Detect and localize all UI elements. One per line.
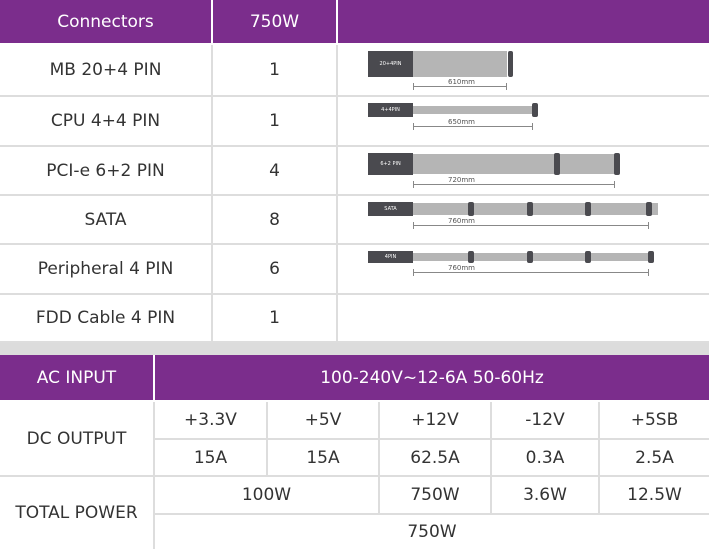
cable-connector <box>648 251 654 263</box>
connector-name: CPU 4+4 PIN <box>0 97 213 147</box>
cable-diagram-cell <box>338 147 709 196</box>
rail-voltage: +12V <box>380 402 492 440</box>
cable-diagram-cell <box>338 97 709 147</box>
length-dimension <box>413 269 649 276</box>
cable-wire <box>413 154 615 174</box>
dc-output-label: DC OUTPUT <box>0 402 155 477</box>
rail-current: 0.3A <box>492 440 600 477</box>
connector-name: SATA <box>0 196 213 245</box>
cable-connector <box>527 251 533 263</box>
rail-current: 15A <box>268 440 380 477</box>
cable-wire <box>413 51 507 77</box>
cable-length: 760mm <box>448 217 475 225</box>
ac-input-value: 100-240V~12-6A 50-60Hz <box>155 355 709 402</box>
rail-current: 2.5A <box>600 440 709 477</box>
cable-length: 760mm <box>448 264 475 272</box>
cable-connector <box>532 103 538 117</box>
connector-count: 4 <box>213 147 338 196</box>
cable-wire <box>413 253 653 261</box>
power-neg12v: 3.6W <box>492 477 600 515</box>
cable-connector <box>585 202 591 216</box>
cable-plug-label: 20+4PIN <box>368 51 413 77</box>
connector-count: 1 <box>213 45 338 97</box>
header-connectors: Connectors <box>0 0 213 45</box>
connector-name: PCI-e 6+2 PIN <box>0 147 213 196</box>
cable-plug-label: 4PIN <box>368 251 413 263</box>
cable-connector <box>646 202 652 216</box>
cable-connector <box>508 51 513 77</box>
cable-length: 720mm <box>448 176 475 184</box>
rail-voltage: +5SB <box>600 402 709 440</box>
cable-plug-label: 4+4PIN <box>368 103 413 117</box>
connector-count: 1 <box>213 295 338 343</box>
total-power-label: TOTAL POWER <box>0 477 155 549</box>
header-cable-diagram <box>338 0 709 45</box>
length-dimension <box>413 123 533 130</box>
length-dimension <box>413 222 649 229</box>
total-power-value: 750W <box>407 522 457 542</box>
connector-name: FDD Cable 4 PIN <box>0 295 213 343</box>
connector-count: 8 <box>213 196 338 245</box>
cable-wire <box>413 203 658 215</box>
cable-diagram-cell <box>338 45 709 97</box>
cable-diagram-cell <box>338 245 709 295</box>
power-5sb: 12.5W <box>600 477 709 515</box>
connector-count: 1 <box>213 97 338 147</box>
cable-length: 610mm <box>448 78 475 86</box>
connector-count: 6 <box>213 245 338 295</box>
cable-connector <box>468 202 474 216</box>
cable-plug-label: 6+2 PIN <box>368 153 413 175</box>
cable-connector <box>614 153 620 175</box>
cable-wire <box>413 106 533 114</box>
rail-current: 15A <box>155 440 268 477</box>
cable-diagram-cell <box>338 196 709 245</box>
rail-voltage: +5V <box>268 402 380 440</box>
cable-connector <box>585 251 591 263</box>
length-dimension <box>413 181 615 188</box>
cable-connector <box>527 202 533 216</box>
table-separator <box>0 343 709 355</box>
cable-connector <box>554 153 560 175</box>
power-3v3-5v: 100W <box>155 477 380 515</box>
connector-name: Peripheral 4 PIN <box>0 245 213 295</box>
rail-voltage: -12V <box>492 402 600 440</box>
cable-diagram-cell <box>338 295 709 343</box>
ac-input-label: AC INPUT <box>0 355 155 402</box>
cable-connector <box>468 251 474 263</box>
connector-name: MB 20+4 PIN <box>0 45 213 97</box>
cable-plug-label: SATA <box>368 202 413 216</box>
header-750w: 750W <box>213 0 338 45</box>
power-12v: 750W <box>380 477 492 515</box>
cable-length: 650mm <box>448 118 475 126</box>
rail-current: 62.5A <box>380 440 492 477</box>
length-dimension <box>413 83 507 90</box>
rail-voltage: +3.3V <box>155 402 268 440</box>
